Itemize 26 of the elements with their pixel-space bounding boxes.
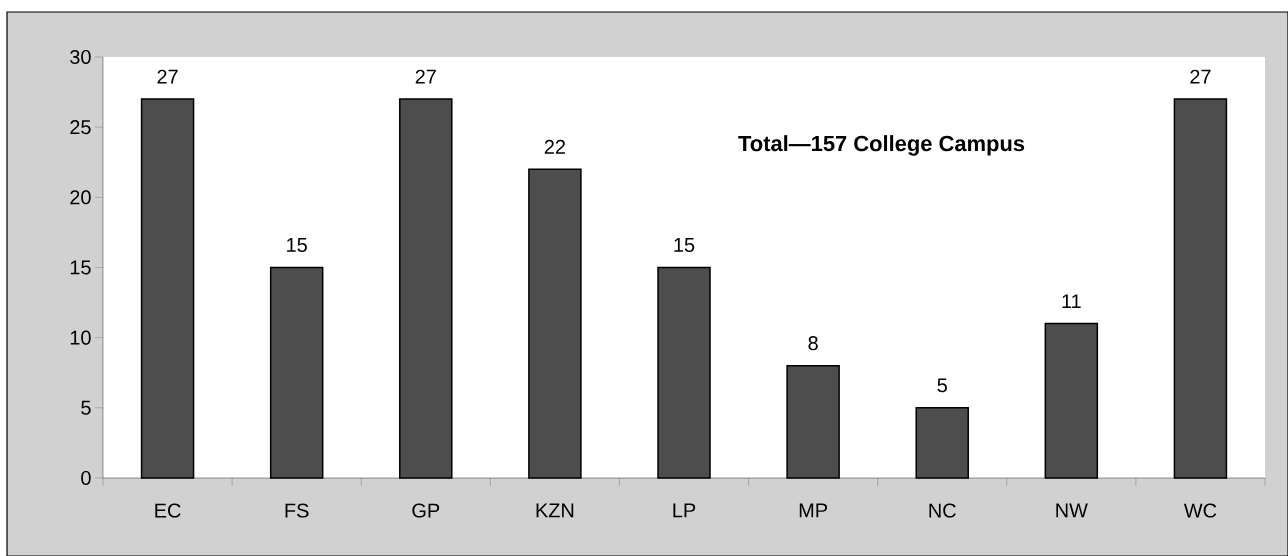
data-label: 27 <box>157 69 178 84</box>
x-tick-label: LP <box>673 503 696 518</box>
x-tick-label: NW <box>1056 503 1088 518</box>
data-label: 27 <box>1190 69 1211 84</box>
data-label: 15 <box>674 238 695 252</box>
data-label: 11 <box>1062 294 1081 309</box>
annotation: Total—157 College Campus <box>738 135 1025 156</box>
data-label: 15 <box>287 238 307 252</box>
data-label: 5 <box>937 378 947 393</box>
x-tick-label: EC <box>155 503 181 518</box>
y-tick-label: 15 <box>70 260 91 275</box>
data-label: 27 <box>415 69 436 84</box>
x-tick-label: GP <box>412 503 440 518</box>
y-tick-label: 20 <box>70 190 91 205</box>
y-tick-label: 10 <box>70 330 91 345</box>
y-tick-label: 0 <box>81 470 91 486</box>
data-label: 8 <box>808 336 818 351</box>
y-tick-label: 25 <box>70 120 91 135</box>
x-tick-label: MP <box>799 503 827 518</box>
x-tick-label: FS <box>285 503 309 518</box>
y-tick-label: 5 <box>81 400 91 415</box>
x-tick-label: KZN <box>536 503 574 518</box>
data-label: 22 <box>544 139 565 154</box>
y-tick-label: 30 <box>70 49 91 65</box>
x-tick-label: WC <box>1183 503 1217 518</box>
x-tick-label: NC <box>929 503 956 518</box>
